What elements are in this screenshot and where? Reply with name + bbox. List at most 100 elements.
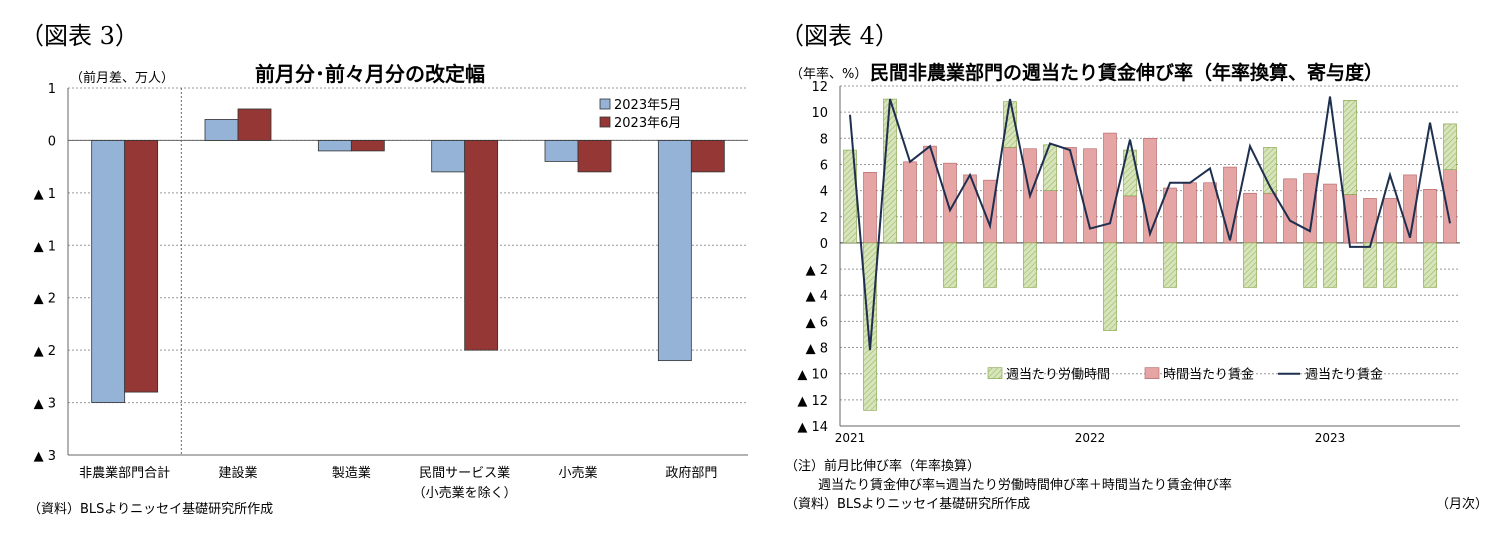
right-x-unit: （月次） [1436, 497, 1489, 512]
bar [1103, 132, 1117, 244]
y-tick-label: ▲ 12 [797, 394, 828, 409]
bar [1323, 242, 1337, 288]
x-tick-label: 非農業部門合計 [79, 465, 170, 481]
bar [1383, 198, 1397, 244]
bar [903, 161, 917, 244]
bar [204, 119, 239, 141]
bar [1003, 147, 1017, 244]
bar [1343, 100, 1357, 195]
left-unit-label: （前月差、万人） [70, 71, 175, 86]
legend-label: 時間当たり賃金 [1163, 367, 1254, 383]
bar [1163, 242, 1177, 288]
x-tick-label: 政府部門 [665, 466, 717, 481]
right-unit-label: （年率、%） [790, 67, 868, 82]
legend-label: 2023年5月 [614, 98, 681, 113]
y-tick-label: ▲ 14 [797, 420, 828, 435]
y-tick-label: 4 [820, 185, 828, 200]
bar [1023, 242, 1037, 288]
x-tick-label: 2023 [1315, 431, 1346, 445]
bar [1443, 123, 1457, 170]
bar [1183, 182, 1197, 244]
bar [690, 140, 725, 173]
y-tick-label: 0 [48, 134, 56, 149]
y-tick-label: ▲ 1 [34, 239, 56, 254]
left-panel: （図表 3） 前月分･前々月分の改定幅 （前月差、万人） 1 0 ▲ 1 ▲ 1 ▲ 2… [20, 22, 748, 517]
bar [350, 140, 385, 152]
left-chart: 1 0 ▲ 1 ▲ 1 ▲ 2 ▲ 2 ▲ 3 ▲ 3 非農業部門合計 建設業 製造業 民間サービス業… [34, 82, 748, 501]
bar [1303, 173, 1317, 244]
left-source: （資料）BLSよりニッセイ基礎研究所作成 [28, 502, 274, 517]
y-tick-label: 6 [820, 158, 828, 173]
y-tick-label: ▲ 10 [797, 368, 828, 383]
bar [983, 242, 997, 288]
bar [1423, 242, 1437, 288]
bar [577, 140, 612, 173]
y-tick-label: 1 [48, 82, 56, 97]
y-tick-label: ▲ 6 [806, 315, 828, 330]
x-tick-label: 民間サービス業 [419, 465, 510, 481]
x-tick-label: 2022 [1075, 431, 1106, 445]
bar [1443, 169, 1457, 244]
bar [943, 242, 957, 288]
y-tick-label: 8 [820, 132, 828, 147]
bar [1103, 242, 1117, 331]
bar [1203, 182, 1217, 244]
legend-label: 週当たり労働時間 [1006, 368, 1110, 383]
legend-label: 2023年6月 [614, 116, 681, 131]
left-chart-title: 前月分･前々月分の改定幅 [255, 62, 485, 86]
bar [1363, 198, 1377, 244]
bar [1383, 242, 1397, 288]
bar [431, 140, 466, 173]
weekly-wage-line [849, 96, 1451, 351]
right-note-1: （注）前月比伸び率（年率換算） [785, 459, 981, 474]
bar [1143, 138, 1157, 244]
bar [863, 242, 877, 411]
bar [464, 140, 499, 351]
bar [1123, 195, 1137, 244]
bar [1303, 242, 1317, 288]
legend-swatch [987, 367, 1003, 379]
y-tick-label: ▲ 1 [34, 187, 56, 202]
right-figure-label: （図表 4） [780, 22, 899, 50]
right-chart: 12 10 8 6 4 2 0 ▲ 2 ▲ 4 ▲ 6 ▲ 8 ▲ 10 ▲ 12 ▲ 14 2021 202… [797, 80, 1460, 445]
legend-swatch [599, 98, 611, 110]
y-tick-label: ▲ 2 [806, 263, 828, 278]
right-note-2: 週当たり賃金伸び率≒週当たり労働時間伸び率＋時間当たり賃金伸び率 [818, 478, 1232, 493]
bar [983, 179, 997, 244]
bar [1323, 183, 1337, 244]
y-tick-label: 2 [820, 211, 828, 226]
left-figure-label: （図表 3） [20, 22, 139, 50]
y-tick-label: ▲ 3 [34, 397, 56, 412]
x-tick-label: 小売業 [558, 465, 597, 481]
bar [1043, 144, 1057, 191]
bar [317, 140, 352, 152]
right-panel: （図表 4） （年率、%） 民間非農業部門の週当たり賃金伸び率（年率換算、寄与度… [760, 0, 1494, 541]
y-tick-label: 0 [820, 237, 828, 252]
bar [1043, 190, 1057, 244]
x-tick-label: 建設業 [218, 465, 257, 481]
bar [1243, 242, 1257, 288]
bar [1223, 166, 1237, 244]
y-tick-label: 10 [811, 106, 828, 121]
right-source: （資料）BLSよりニッセイ基礎研究所作成 [785, 497, 1031, 512]
bar [883, 98, 897, 244]
bar [1243, 192, 1257, 244]
bar [544, 140, 579, 162]
bar [124, 140, 159, 393]
y-tick-label: 12 [811, 80, 828, 95]
y-tick-label: ▲ 3 [34, 449, 56, 464]
y-tick-label: ▲ 8 [806, 342, 828, 357]
x-tick-label: 2021 [835, 431, 866, 445]
bar [1363, 242, 1377, 288]
x-tick-sublabel: （小売業を除く） [413, 485, 517, 501]
legend-swatch [1144, 367, 1160, 379]
bar [1063, 147, 1077, 244]
bar [863, 172, 877, 244]
bar [1263, 192, 1277, 244]
bar [1283, 178, 1297, 244]
legend-swatch [599, 116, 611, 128]
y-tick-label: ▲ 2 [34, 344, 56, 359]
right-chart-title: 民間非農業部門の週当たり賃金伸び率（年率換算、寄与度） [870, 62, 1384, 84]
y-tick-label: ▲ 4 [806, 289, 828, 304]
legend-label: 週当たり賃金 [1305, 367, 1383, 383]
